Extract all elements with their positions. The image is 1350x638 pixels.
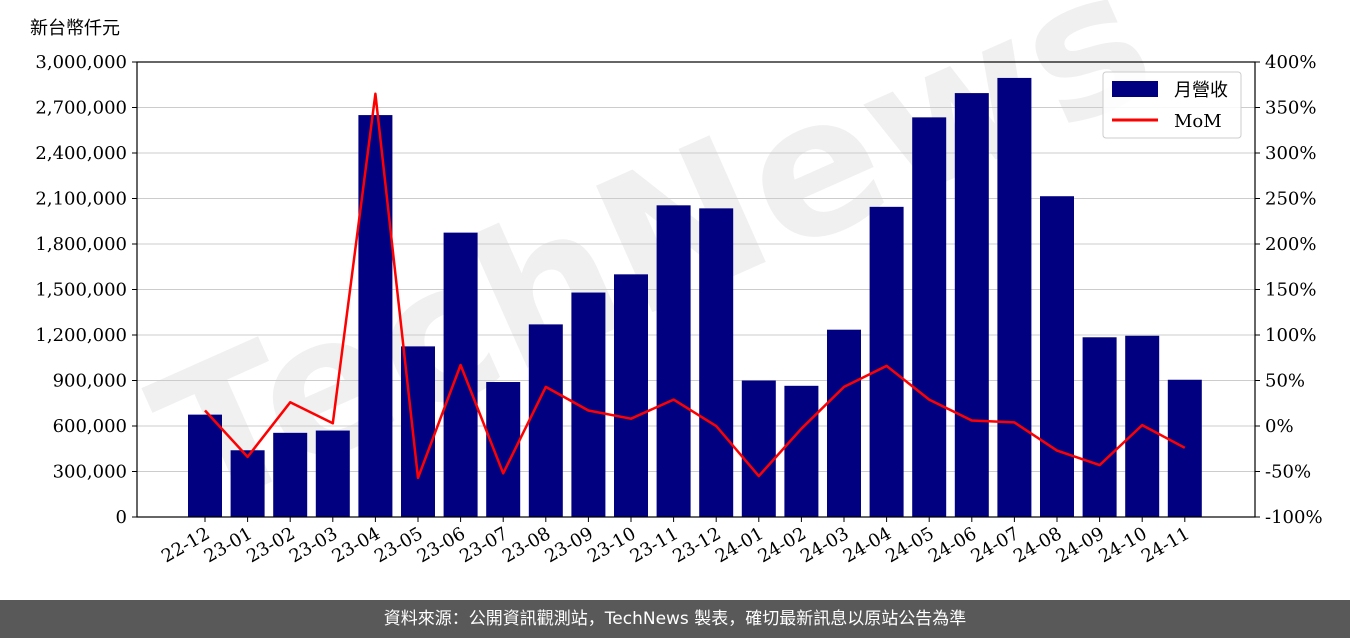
source-footer: 資料來源：公開資訊觀測站，TechNews 製表，確切最新訊息以原站公告為準 (0, 600, 1350, 638)
legend: 月營收 MoM (1102, 71, 1242, 139)
bar-24-11 (1167, 379, 1202, 517)
bar-23-12 (699, 208, 734, 517)
left-tick-label: 3,000,000 (35, 52, 127, 73)
right-tick-label: 350% (1265, 98, 1316, 119)
legend-line-label: MoM (1174, 111, 1222, 132)
x-tick-label: 23-11 (627, 523, 682, 567)
bar-24-01 (741, 380, 776, 517)
left-tick-label: 1,200,000 (35, 325, 127, 346)
right-tick-label: 250% (1265, 189, 1316, 210)
bar-24-08 (1040, 196, 1074, 517)
mom-line (204, 92, 1186, 480)
x-tick-label: 23-04 (328, 523, 383, 567)
legend-bar-label: 月營收 (1174, 80, 1228, 101)
right-tick-label: 100% (1265, 325, 1316, 346)
x-tick-label: 23-09 (541, 523, 596, 567)
line-series (204, 92, 1186, 480)
bar-series (188, 77, 1202, 518)
bar-24-09 (1082, 337, 1117, 517)
right-axis-ticks: -100% -50% 0% 50% 100% 150% 200% 250% 300% 350% 40… (1255, 52, 1323, 528)
x-tick-label: 24-09 (1053, 523, 1108, 567)
right-tick-label: 200% (1265, 234, 1316, 255)
bar-23-11 (656, 205, 691, 517)
right-tick-label: -100% (1265, 507, 1323, 528)
left-tick-label: 300,000 (53, 462, 127, 483)
x-tick-label: 23-08 (499, 523, 554, 567)
bar-24-04 (869, 206, 904, 517)
right-tick-label: -50% (1265, 462, 1311, 483)
bar-23-06 (443, 232, 478, 517)
bar-23-02 (273, 432, 308, 517)
x-tick-label: 24-04 (840, 523, 895, 567)
x-tick-label: 24-11 (1138, 523, 1193, 567)
x-tick-label: 24-02 (754, 523, 809, 567)
x-tick-label: 23-10 (584, 523, 639, 567)
x-tick-label: 24-10 (1095, 523, 1150, 567)
bar-24-02 (784, 385, 819, 517)
right-tick-label: 300% (1265, 143, 1316, 164)
left-tick-label: 2,400,000 (35, 143, 127, 164)
x-tick-label: 24-05 (882, 523, 937, 567)
right-tick-label: 150% (1265, 280, 1316, 301)
bar-24-06 (954, 93, 989, 517)
left-tick-label: 1,500,000 (35, 280, 127, 301)
left-tick-label: 2,700,000 (35, 98, 127, 119)
right-tick-label: 0% (1265, 416, 1294, 437)
right-tick-label: 50% (1265, 371, 1305, 392)
x-tick-label: 23-06 (414, 523, 469, 567)
left-tick-label: 2,100,000 (35, 189, 127, 210)
legend-bar-swatch (1112, 81, 1158, 97)
x-tick-label: 23-03 (286, 523, 341, 567)
left-tick-label: 0 (116, 507, 127, 528)
x-tick-label: 24-03 (797, 523, 852, 567)
left-tick-label: 1,800,000 (35, 234, 127, 255)
left-axis-ticks: 0 300,000 600,000 900,000 1,200,000 1,500,000… (35, 52, 137, 528)
bar-23-01 (230, 450, 265, 517)
combo-chart: TechNews 0300,000600,000900,0001,200,000… (30, 0, 1323, 567)
y-axis-unit-label: 新台幣仟元 (30, 18, 120, 39)
bar-23-04 (358, 115, 393, 517)
x-tick-label: 23-07 (456, 523, 511, 567)
x-tick-label: 24-06 (925, 523, 980, 567)
right-tick-label: 400% (1265, 52, 1316, 73)
bar-24-07 (997, 77, 1032, 518)
x-tick-label: 24-01 (712, 523, 767, 567)
bar-23-03 (315, 430, 350, 517)
left-tick-label: 900,000 (53, 371, 127, 392)
x-tick-label: 23-12 (669, 523, 724, 567)
bar-24-05 (912, 117, 947, 517)
x-tick-label: 24-07 (967, 523, 1022, 567)
bar-24-03 (827, 329, 861, 517)
x-tick-label: 23-05 (371, 523, 426, 567)
bar-23-10 (614, 274, 648, 517)
left-tick-label: 600,000 (53, 416, 127, 437)
x-tick-label: 22-12 (158, 523, 213, 567)
bar-23-08 (528, 324, 563, 517)
bar-22-12 (188, 414, 222, 517)
x-axis-ticks: 22-1223-0123-0223-0323-0423-0523-0623-07… (158, 517, 1193, 567)
x-tick-label: 24-08 (1010, 523, 1065, 567)
